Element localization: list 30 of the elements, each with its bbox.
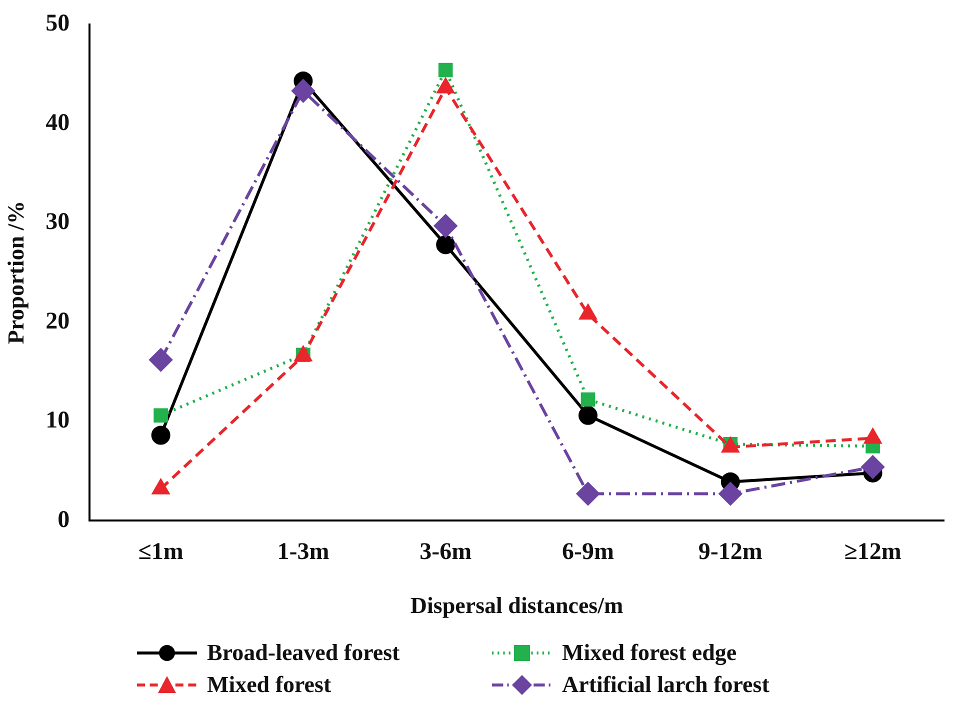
point bbox=[576, 482, 600, 506]
x-axis-title: Dispersal distances/m bbox=[410, 593, 624, 618]
y-tick-label: 10 bbox=[46, 408, 70, 434]
legend-label: Artificial larch forest bbox=[562, 672, 770, 698]
point bbox=[578, 406, 598, 425]
legend-label: Broad-leaved forest bbox=[207, 640, 400, 666]
point bbox=[580, 392, 596, 407]
legend-label: Mixed forest edge bbox=[562, 640, 737, 666]
point bbox=[151, 426, 170, 445]
x-tick-label: ≤1m bbox=[138, 539, 184, 566]
y-tick-label: 30 bbox=[46, 209, 70, 236]
x-tick-label: ≥12m bbox=[844, 539, 902, 566]
y-tick-label: 20 bbox=[46, 308, 70, 334]
point bbox=[434, 214, 458, 238]
legend-label: Mixed forest bbox=[207, 672, 332, 698]
x-tick-label: 9-12m bbox=[698, 539, 762, 566]
point bbox=[154, 408, 168, 423]
y-tick-label: 0 bbox=[58, 506, 70, 533]
point bbox=[438, 62, 453, 78]
point bbox=[436, 235, 456, 254]
point bbox=[861, 456, 884, 479]
point bbox=[292, 79, 315, 102]
y-axis-title: Proportion /% bbox=[4, 200, 29, 344]
point bbox=[718, 482, 742, 506]
x-tick-label: 1-3m bbox=[277, 539, 330, 566]
x-tick-label: 6-9m bbox=[562, 539, 614, 566]
y-tick-label: 40 bbox=[46, 110, 70, 136]
point bbox=[149, 348, 172, 372]
y-tick-label: 50 bbox=[46, 10, 70, 37]
x-tick-label: 3-6m bbox=[420, 539, 472, 566]
